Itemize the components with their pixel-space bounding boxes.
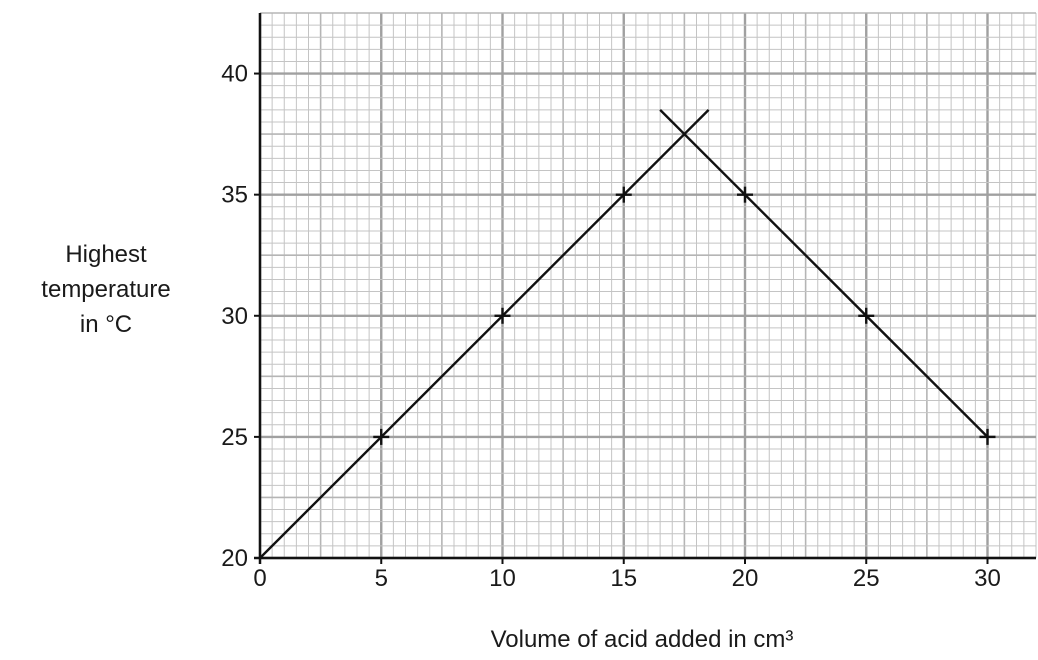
- y-axis-title-line-2: temperature: [41, 276, 170, 303]
- x-axis-title: Volume of acid added in cm³: [491, 626, 794, 653]
- x-tick-label: 25: [853, 565, 880, 592]
- y-tick-label: 20: [221, 545, 248, 572]
- data-point: [858, 307, 875, 324]
- y-axis-title-line-1: Highest: [65, 241, 147, 268]
- x-tick-label: 15: [610, 565, 637, 592]
- data-point: [615, 186, 632, 203]
- x-tick-labels: 0 5 10 15 20 25 30: [253, 558, 1001, 592]
- grid: [258, 12, 1037, 560]
- y-tick-label: 30: [221, 303, 248, 330]
- data-point: [979, 428, 996, 445]
- best-fit-lines: [259, 109, 989, 559]
- x-tick-label: 10: [489, 565, 516, 592]
- data-point: [373, 428, 390, 445]
- axes: [254, 13, 1036, 564]
- best-fit-line-1: [259, 109, 710, 559]
- y-axis-title-line-3: in °C: [80, 311, 132, 338]
- data-point: [494, 307, 511, 324]
- best-fit-line-2: [659, 109, 989, 438]
- x-tick-label: 5: [375, 565, 388, 592]
- y-tick-label: 35: [221, 182, 248, 209]
- y-tick-label: 25: [221, 424, 248, 451]
- data-point: [737, 186, 753, 203]
- data-points: [373, 186, 996, 445]
- y-tick-label: 40: [221, 61, 248, 88]
- x-tick-label: 0: [253, 565, 266, 592]
- y-tick-labels: 20 25 30 35 40: [221, 61, 260, 572]
- x-tick-label: 20: [732, 565, 759, 592]
- x-tick-label: 30: [974, 565, 1001, 592]
